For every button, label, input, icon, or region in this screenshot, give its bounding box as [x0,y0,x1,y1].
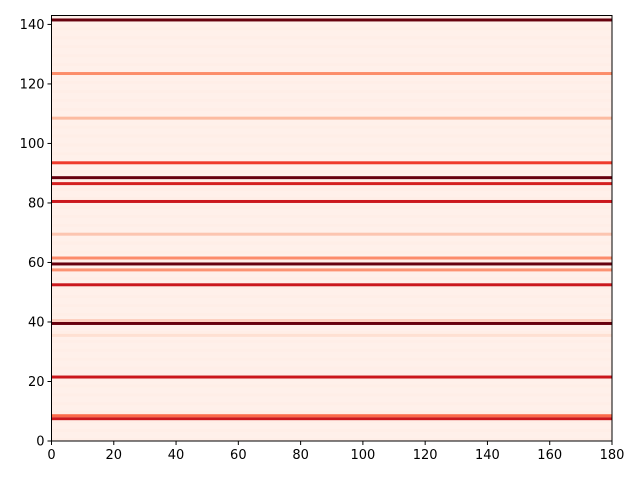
y-axis: 0 20 40 60 80 100 120 140 [20,18,52,450]
heatmap-band [51,214,612,218]
heatmap-row [51,116,612,120]
heatmap-band [51,313,612,317]
y-tick-label: 120 [20,77,45,92]
heatmap-band [51,304,612,308]
heatmap-row [51,414,612,418]
heatmap-band [51,80,612,84]
heatmap-band [51,98,612,102]
heatmap-band [51,205,612,209]
heatmap-band [51,134,612,138]
x-tick-label: 120 [413,448,438,463]
heatmap-row [51,182,612,186]
heatmap-band [51,384,612,388]
heatmap-row [51,333,612,337]
x-tick-label: 100 [350,448,375,463]
heatmap-row [51,375,612,379]
heatmap-band [51,45,612,49]
heatmap-band [51,330,612,334]
heatmap-band [51,89,612,93]
heatmap-band [51,250,612,254]
heatmap-band [51,420,612,424]
x-axis: 0 20 40 60 80 100 120 140 160 180 [47,441,624,463]
x-tick-label: 20 [106,448,123,463]
heatmap-band [51,429,612,433]
plot-frame [51,15,613,442]
x-tick-label: 180 [600,448,625,463]
heatmap-band [51,286,612,290]
heatmap-band [51,54,612,58]
heatmap-band [51,339,612,343]
heatmap-band [51,241,612,245]
x-tick-label: 160 [537,448,562,463]
plot-area [51,15,612,441]
heatmap-band [51,152,612,156]
heatmap-band [51,348,612,352]
heatmap-row [51,321,612,325]
heatmap-band [51,170,612,174]
heatmap-band [51,277,612,281]
heatmap-row [51,417,612,421]
y-tick-label: 100 [20,137,45,152]
heatmap-band [51,27,612,31]
heatmap-row [51,232,612,236]
heatmap-band [51,438,612,441]
heatmap-row [51,283,612,287]
heatmap-band [51,259,612,263]
heatmap-row [51,72,612,76]
x-tick-label: 80 [292,448,309,463]
heatmap-band [51,63,612,67]
heatmap-band [51,188,612,192]
heatmap-band [51,179,612,183]
heatmap-row [51,319,612,322]
x-tick-label: 140 [475,448,500,463]
heatmap-band [51,393,612,397]
heatmap-band [51,107,612,111]
heatmap-band [51,366,612,370]
y-tick-label: 0 [36,435,44,450]
heatmap-band [51,402,612,406]
heatmap-row [51,176,612,180]
y-tick-label: 60 [28,256,45,271]
heatmap-band [51,223,612,227]
heatmap-row [51,256,612,260]
heatmap-band [51,143,612,147]
heatmap-band [51,357,612,361]
heatmap-row [51,18,612,22]
heatmap-row [51,262,612,266]
heatmap-row [51,161,612,165]
x-tick-label: 60 [230,448,247,463]
heatmap-rows [51,18,612,421]
heatmap-band [51,36,612,40]
heatmap-row [51,268,612,272]
heatmap-band [51,295,612,299]
y-tick-label: 40 [28,315,45,330]
heatmap-row [51,199,612,203]
x-tick-label: 0 [47,448,55,463]
x-tick-label: 40 [168,448,185,463]
y-tick-label: 80 [28,196,45,211]
y-tick-label: 20 [28,375,45,390]
heatmap-band [51,197,612,200]
heatmap-band [51,411,612,415]
heatmap-band [51,125,612,129]
y-tick-label: 140 [20,18,45,33]
